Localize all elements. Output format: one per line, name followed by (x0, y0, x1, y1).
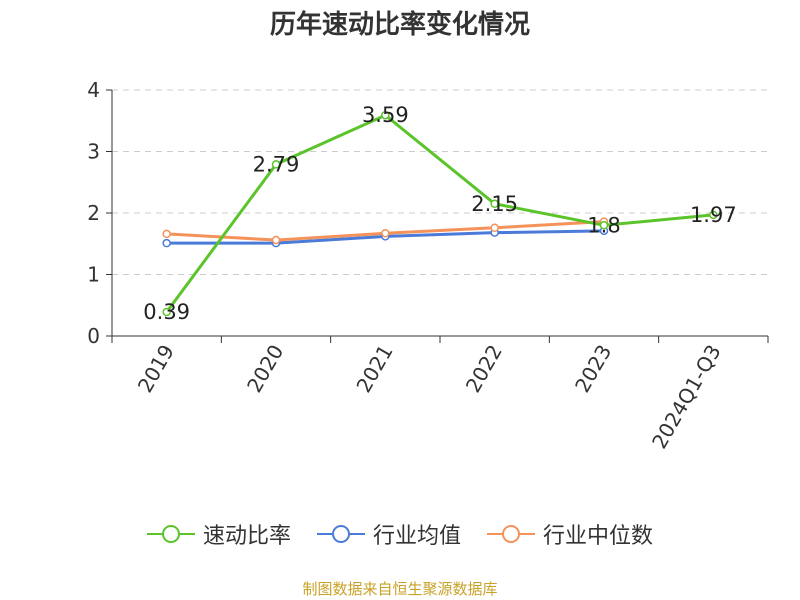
y-tick-label: 3 (87, 140, 100, 164)
data-point (162, 229, 171, 239)
data-label: 1.8 (587, 213, 620, 237)
legend-item-industry-median[interactable]: 行业中位数 (487, 518, 653, 550)
legend-swatch-green-icon (146, 525, 195, 543)
legend-label-industry-mean: 行业均值 (372, 524, 461, 549)
y-tick-label: 0 (87, 324, 100, 348)
legend-label-industry-median: 行业中位数 (543, 524, 654, 549)
x-tick-label: 2022 (461, 340, 507, 396)
data-point (162, 307, 171, 317)
legend-swatch-orange-icon (487, 525, 535, 543)
x-tick-label: 2019 (133, 341, 179, 397)
data-label: 3.59 (362, 103, 409, 127)
data-label: 1.97 (690, 203, 737, 227)
x-tick-label: 2021 (351, 341, 397, 397)
axes: 0 1 2 3 4 2019 2020 2021 2022 2023 2024Q1-Q3 (87, 78, 769, 453)
legend-item-industry-mean[interactable]: 行业均值 (316, 518, 461, 550)
chart-title: 历年速动比率变化情况 (269, 10, 530, 40)
data-point (490, 223, 499, 233)
legend-label-quick-ratio: 速动比率 (202, 524, 291, 549)
legend-item-quick-ratio[interactable]: 速动比率 (146, 518, 291, 550)
y-tick-label: 2 (87, 201, 100, 225)
legend: 速动比率 行业均值 行业中位数 (0, 518, 800, 550)
series-lines (162, 110, 718, 317)
y-tick-label: 4 (87, 78, 100, 102)
data-point (271, 160, 281, 169)
data-label: 2.15 (471, 192, 518, 216)
x-tick-label: 2024Q1-Q3 (647, 341, 726, 453)
x-tick-label: 2023 (570, 341, 616, 397)
grid-lines (112, 89, 768, 275)
data-point (162, 238, 171, 248)
data-point (271, 235, 281, 245)
data-point (709, 210, 718, 220)
data-point (599, 221, 609, 230)
data-point (490, 199, 499, 209)
x-tick-label: 2020 (242, 341, 288, 397)
source-note: 制图数据来自恒生聚源数据库 (302, 580, 498, 598)
data-labels: 0.39 2.79 3.59 2.15 1.8 1.97 (143, 103, 736, 324)
data-point (381, 229, 390, 238)
data-label: 2.79 (253, 152, 300, 176)
data-label: 0.39 (143, 300, 190, 324)
series-line (165, 113, 714, 313)
y-tick-label: 1 (87, 263, 100, 287)
legend-swatch-blue-icon (316, 525, 365, 543)
data-point (381, 110, 390, 120)
